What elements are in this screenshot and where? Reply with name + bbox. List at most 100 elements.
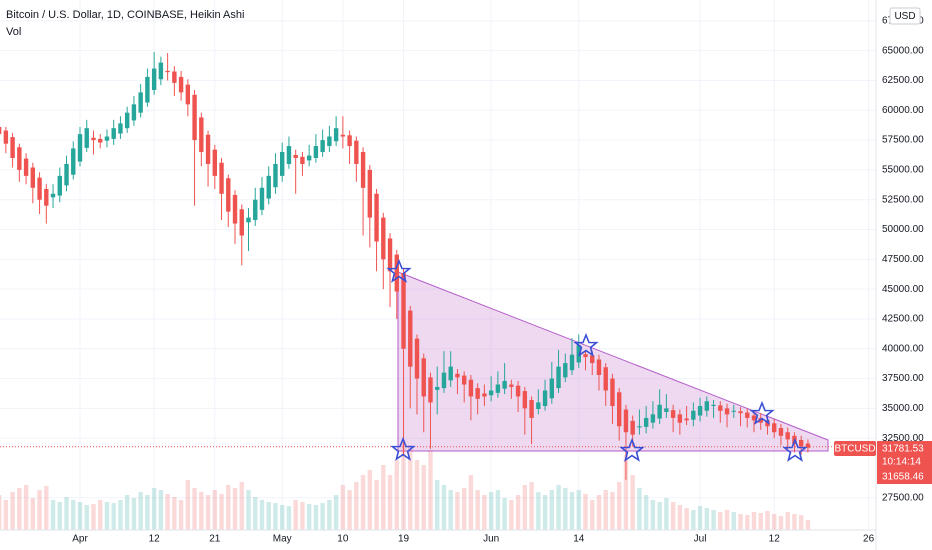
y-tick-label: 62500.00	[882, 75, 924, 86]
candle-body	[502, 380, 507, 389]
volume-bar	[772, 514, 777, 530]
volume-bar	[610, 492, 615, 530]
x-tick-label: 26	[863, 534, 875, 545]
candle-body	[327, 136, 332, 147]
volume-bar	[488, 492, 494, 530]
candle-body	[178, 76, 184, 93]
candle-body	[104, 136, 110, 141]
candle-body	[17, 147, 22, 170]
volume-bar	[57, 502, 62, 530]
candle-body	[751, 415, 757, 421]
y-tick-label: 42500.00	[882, 314, 924, 325]
volume-bar	[731, 512, 736, 530]
volume-bar	[151, 488, 157, 530]
price-tag	[877, 441, 932, 469]
candle-body	[488, 390, 494, 396]
volume-bar	[738, 514, 743, 530]
candle-body	[542, 390, 548, 406]
volume-bar	[172, 497, 177, 530]
candle-body	[44, 188, 49, 206]
x-tick-label: 12	[769, 534, 781, 545]
candle-body	[576, 345, 581, 363]
volume-bar	[111, 503, 116, 530]
y-tick-label: 27500.00	[882, 492, 924, 503]
candle-body	[151, 68, 157, 91]
volume-bar	[98, 500, 103, 530]
candle-body	[435, 386, 440, 390]
volume-bar	[684, 508, 689, 530]
volume-bar	[751, 512, 757, 530]
candle-body	[731, 410, 736, 412]
star	[386, 258, 412, 283]
volume-bar	[71, 500, 76, 530]
volume-bar	[468, 475, 474, 530]
star	[390, 436, 416, 461]
volume-bar	[91, 504, 96, 530]
volume-bar	[145, 495, 150, 530]
candle-body	[91, 137, 96, 141]
candle-body	[691, 410, 696, 420]
candle-body	[475, 388, 480, 399]
volume-bar	[387, 475, 393, 530]
volume-bar	[590, 500, 595, 530]
volume-bar	[347, 490, 352, 530]
candle-body	[772, 423, 777, 433]
candle-body	[199, 117, 204, 153]
candle-body	[785, 432, 790, 440]
volume-bar	[718, 512, 723, 530]
volume-bar	[576, 490, 581, 530]
volume-bar	[23, 485, 29, 530]
volume-bar	[798, 515, 804, 530]
volume-bar	[320, 503, 325, 530]
candle-body	[165, 70, 170, 73]
volume-bar	[428, 450, 433, 530]
candle-body	[724, 408, 730, 415]
volume-bar	[354, 482, 359, 530]
volume-bar	[178, 500, 184, 530]
volume-bar	[792, 514, 797, 530]
volume-bar	[691, 510, 696, 530]
candle-body	[138, 92, 143, 113]
star	[573, 332, 599, 357]
candle-body	[145, 76, 150, 103]
candle-body	[37, 177, 42, 200]
volume-bar	[529, 482, 534, 530]
candle-body	[374, 193, 379, 242]
volume-bar	[617, 482, 622, 530]
currency[interactable]: USD	[894, 11, 915, 22]
volume-bar	[435, 480, 440, 530]
volume-bar	[414, 460, 420, 530]
candle-body	[630, 420, 635, 435]
candle-body	[482, 393, 487, 397]
volume-bar	[650, 500, 656, 530]
candle-body	[394, 254, 399, 292]
volume-bar	[273, 503, 278, 530]
volume-bar	[623, 455, 629, 530]
x-tick-label: Jun	[483, 534, 499, 545]
y-tick-label: 40000.00	[882, 343, 924, 354]
candle-body	[118, 123, 123, 134]
volume-bar	[509, 500, 514, 530]
volume-bar	[542, 495, 548, 530]
grid	[0, 0, 876, 530]
x-tick-label: May	[273, 534, 292, 545]
second-price: 31658.46	[882, 472, 924, 483]
currency-box[interactable]	[889, 7, 921, 25]
volume-bar	[50, 500, 56, 530]
star-markers	[386, 258, 808, 462]
volume-bar	[630, 475, 635, 530]
candle-body	[408, 310, 413, 367]
chart-title: Bitcoin / U.S. Dollar, 1D, COINBASE, Hei…	[6, 9, 244, 21]
second-price-tag	[877, 469, 932, 484]
volume-bar	[165, 494, 170, 530]
volume-bar	[724, 510, 730, 530]
volume-bar	[185, 480, 191, 530]
volume-bar	[327, 500, 332, 530]
volume-bar	[118, 500, 123, 530]
volume-bar	[313, 505, 319, 530]
volume-bar	[643, 495, 649, 530]
y-tick-label: 57500.00	[882, 135, 924, 146]
volume-layer	[0, 440, 811, 530]
